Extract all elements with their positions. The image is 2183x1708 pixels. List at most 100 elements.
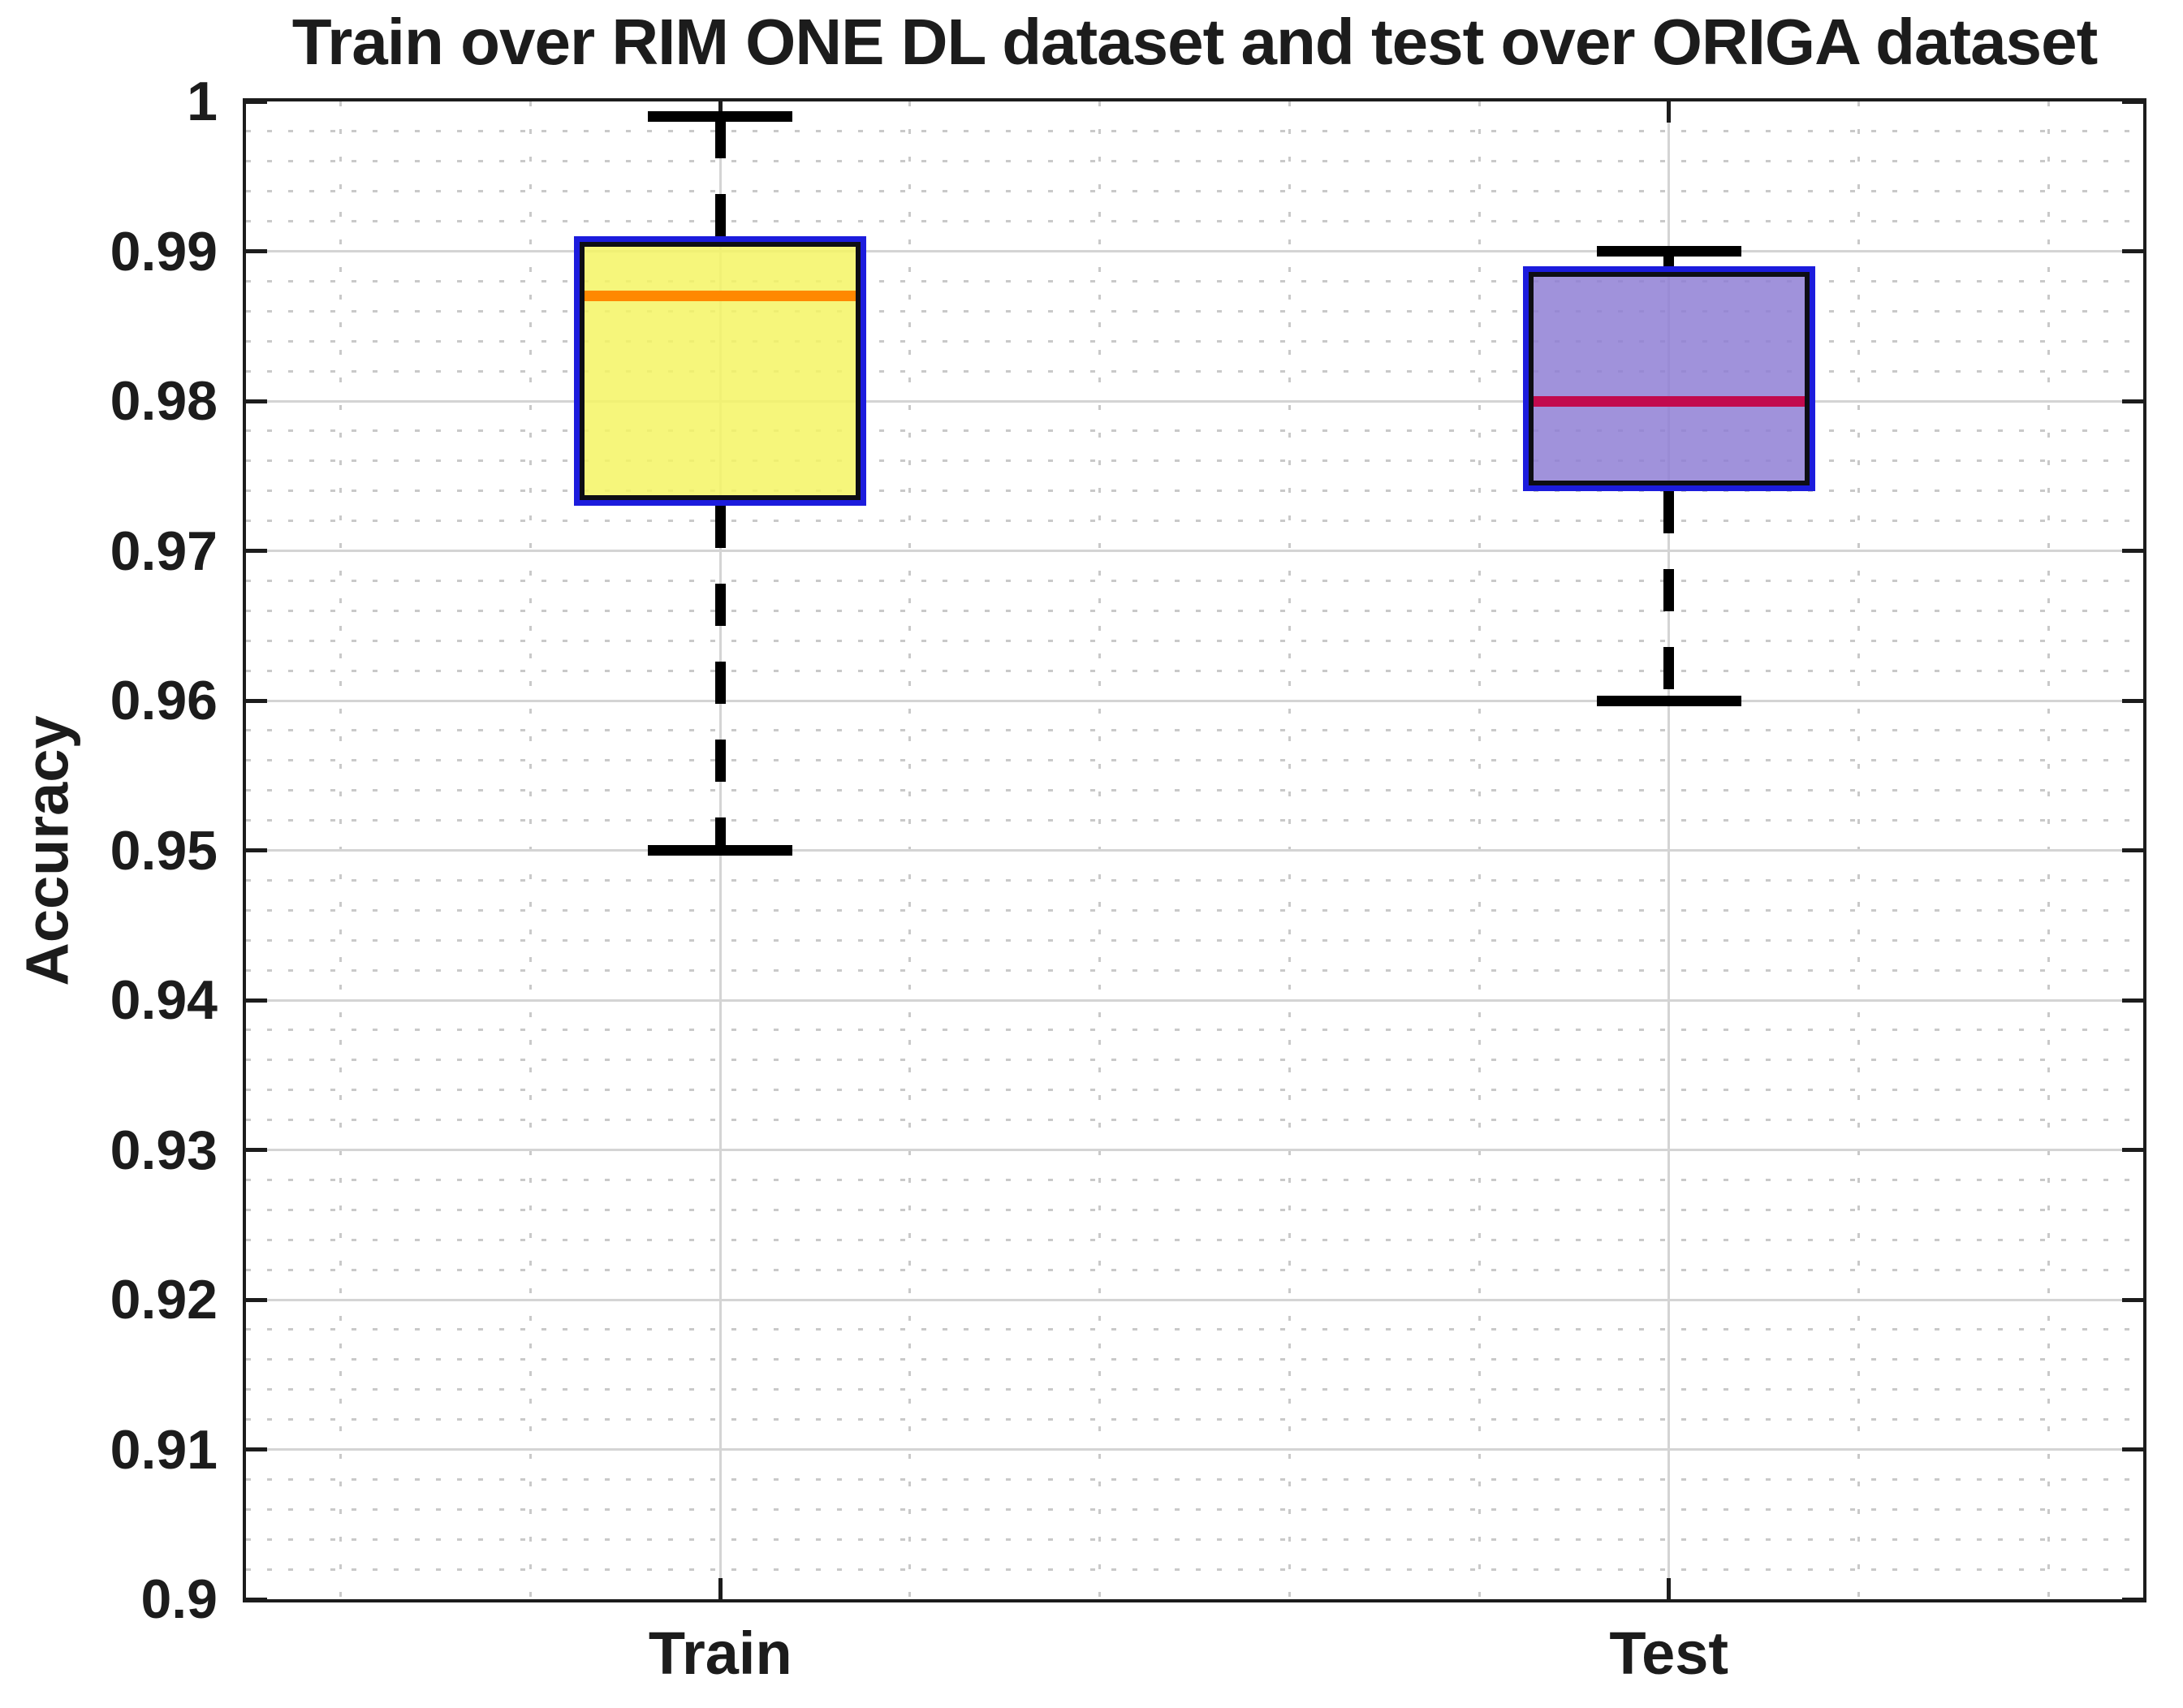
- upper-whisker-cap-train: [648, 110, 793, 122]
- minor-y-gridline: [246, 908, 2143, 912]
- box-fill-test: [1522, 265, 1815, 491]
- major-y-gridline: [246, 1149, 2143, 1151]
- minor-y-gridline: [246, 1029, 2143, 1032]
- minor-y-gridline: [246, 1328, 2143, 1331]
- y-tick-label: 0.9: [140, 1568, 218, 1630]
- y-tick-mark-left: [246, 1297, 267, 1302]
- minor-y-gridline: [246, 1538, 2143, 1541]
- major-y-gridline: [246, 849, 2143, 852]
- y-tick-mark-left: [246, 698, 267, 703]
- minor-y-gridline: [246, 579, 2143, 582]
- y-tick-label: 0.94: [110, 969, 218, 1031]
- x-tick-mark-top: [1667, 101, 1672, 123]
- y-tick-mark-left: [246, 99, 267, 104]
- y-tick-label: 0.95: [110, 819, 218, 882]
- minor-y-gridline: [246, 279, 2143, 283]
- minor-y-gridline: [246, 968, 2143, 972]
- y-tick-mark-right: [2122, 1297, 2143, 1302]
- y-tick-mark-right: [2122, 848, 2143, 852]
- minor-y-gridline: [246, 220, 2143, 223]
- upper-whisker-cap-test: [1596, 246, 1741, 257]
- minor-y-gridline: [246, 819, 2143, 822]
- y-tick-mark-right: [2122, 698, 2143, 703]
- major-y-gridline: [246, 399, 2143, 403]
- minor-y-gridline: [246, 878, 2143, 882]
- minor-y-gridline: [246, 639, 2143, 642]
- major-y-gridline: [246, 250, 2143, 252]
- y-tick-label: 0.91: [110, 1418, 218, 1481]
- y-tick-label: 0.96: [110, 670, 218, 731]
- minor-y-gridline: [246, 459, 2143, 463]
- minor-y-gridline: [246, 1418, 2143, 1421]
- y-tick-label: 0.98: [110, 370, 218, 432]
- y-tick-mark-right: [2122, 1447, 2143, 1451]
- y-tick-mark-right: [2122, 1148, 2143, 1152]
- box-fill-train: [574, 236, 867, 507]
- y-tick-mark-left: [246, 1447, 267, 1451]
- minor-y-gridline: [246, 130, 2143, 133]
- y-tick-label: 1: [187, 71, 218, 132]
- minor-y-gridline: [246, 339, 2143, 343]
- minor-y-gridline: [246, 1059, 2143, 1062]
- minor-y-gridline: [246, 1119, 2143, 1122]
- y-tick-label: 0.97: [110, 520, 218, 582]
- minor-y-gridline: [246, 1208, 2143, 1211]
- major-x-gridline: [1667, 101, 1671, 1599]
- y-tick-mark-right: [2122, 249, 2143, 253]
- minor-y-gridline: [246, 1268, 2143, 1271]
- y-tick-mark-left: [246, 399, 267, 403]
- y-tick-mark-right: [2122, 399, 2143, 403]
- major-y-gridline: [246, 998, 2143, 1002]
- minor-y-gridline: [246, 490, 2143, 493]
- x-tick-label-test: Test: [1609, 1620, 1729, 1687]
- median-line-train: [585, 291, 856, 302]
- y-tick-mark-left: [246, 249, 267, 253]
- lower-whisker-cap-train: [648, 845, 793, 856]
- major-y-gridline: [246, 550, 2143, 552]
- y-tick-label: 0.93: [110, 1119, 218, 1181]
- minor-y-gridline: [246, 1089, 2143, 1092]
- y-tick-mark-left: [246, 998, 267, 1003]
- major-y-gridline: [246, 699, 2143, 702]
- y-tick-mark-left: [246, 1597, 267, 1602]
- chart-title: Train over RIM ONE DL dataset and test o…: [291, 6, 2099, 78]
- y-tick-label: 0.92: [110, 1269, 218, 1331]
- y-tick-mark-left: [246, 1148, 267, 1152]
- minor-y-gridline: [246, 520, 2143, 523]
- plot-area: [243, 98, 2146, 1602]
- lower-whisker-train: [714, 506, 726, 851]
- minor-y-gridline: [246, 669, 2143, 672]
- minor-y-gridline: [246, 1477, 2143, 1481]
- minor-y-gridline: [246, 1568, 2143, 1571]
- minor-y-gridline: [246, 160, 2143, 163]
- y-tick-mark-right: [2122, 998, 2143, 1003]
- minor-y-gridline: [246, 759, 2143, 762]
- y-tick-label: 0.99: [110, 220, 218, 283]
- y-tick-mark-right: [2122, 1597, 2143, 1602]
- minor-y-gridline: [246, 1358, 2143, 1361]
- minor-y-gridline: [246, 609, 2143, 612]
- minor-y-gridline: [246, 369, 2143, 373]
- x-tick-mark-bottom: [718, 1578, 723, 1599]
- median-line-test: [1533, 395, 1805, 407]
- major-y-gridline: [246, 1298, 2143, 1301]
- minor-y-gridline: [246, 789, 2143, 792]
- upper-whisker-train: [714, 116, 726, 237]
- y-tick-mark-right: [2122, 549, 2143, 553]
- minor-y-gridline: [246, 1388, 2143, 1391]
- lower-whisker-test: [1663, 490, 1675, 701]
- y-tick-mark-left: [246, 549, 267, 553]
- y-tick-mark-left: [246, 848, 267, 852]
- minor-y-gridline: [246, 429, 2143, 433]
- minor-y-gridline: [246, 190, 2143, 193]
- box-train: [574, 236, 867, 507]
- minor-y-gridline: [246, 938, 2143, 942]
- minor-y-gridline: [246, 1238, 2143, 1241]
- x-tick-mark-bottom: [1667, 1578, 1672, 1599]
- minor-y-gridline: [246, 1507, 2143, 1511]
- major-y-gridline: [246, 1448, 2143, 1451]
- x-tick-label-train: Train: [648, 1620, 792, 1687]
- minor-y-gridline: [246, 1178, 2143, 1181]
- minor-y-gridline: [246, 729, 2143, 732]
